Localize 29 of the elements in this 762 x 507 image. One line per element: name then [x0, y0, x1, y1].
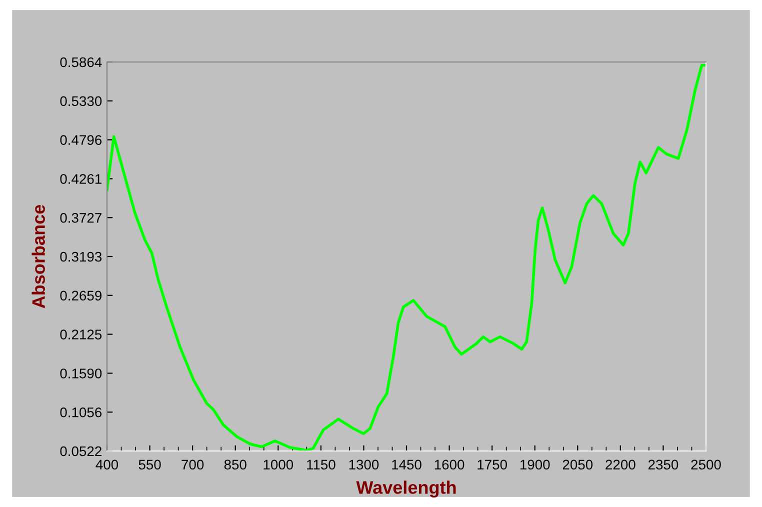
x-tick-label: 1300: [349, 460, 379, 470]
x-tick-label: 2500: [691, 460, 721, 470]
x-tick-label: 2350: [648, 460, 678, 470]
x-axis-title: Wavelength: [356, 480, 456, 498]
x-tick-label: 1150: [307, 460, 336, 470]
x-tick-label: 2050: [562, 460, 593, 470]
y-tick-label: 0.3193: [60, 252, 102, 262]
y-tick-label: 0.1056: [60, 407, 102, 418]
x-tick-label: 550: [138, 460, 161, 470]
y-tick-label: 0.1590: [60, 368, 102, 378]
x-tick-label: 1600: [434, 460, 464, 470]
x-tick-label: 1900: [520, 460, 550, 470]
x-tick-label: 700: [182, 460, 204, 470]
y-tick-label: 0.5330: [60, 96, 102, 106]
x-tick-label: 850: [224, 460, 246, 470]
y-tick-label: 0.2659: [60, 290, 102, 301]
x-tick-label: 1450: [392, 460, 422, 470]
x-tick-label: 400: [96, 460, 118, 470]
x-tick-label: 1000: [264, 460, 294, 470]
y-tick-label: 0.4261: [60, 174, 102, 184]
y-axis-title: Absorbance: [32, 204, 45, 308]
y-tick-label: 0.5864: [60, 57, 102, 68]
y-tick-label: 0.3727: [60, 212, 102, 223]
line-series: [107, 64, 706, 451]
y-tick-label: 0.2125: [60, 330, 102, 340]
x-tick-label: 1750: [478, 460, 507, 470]
x-tick-label: 2200: [606, 460, 636, 470]
y-tick-label: 0.4796: [60, 135, 102, 145]
y-tick-label: 0.0522: [60, 446, 102, 456]
